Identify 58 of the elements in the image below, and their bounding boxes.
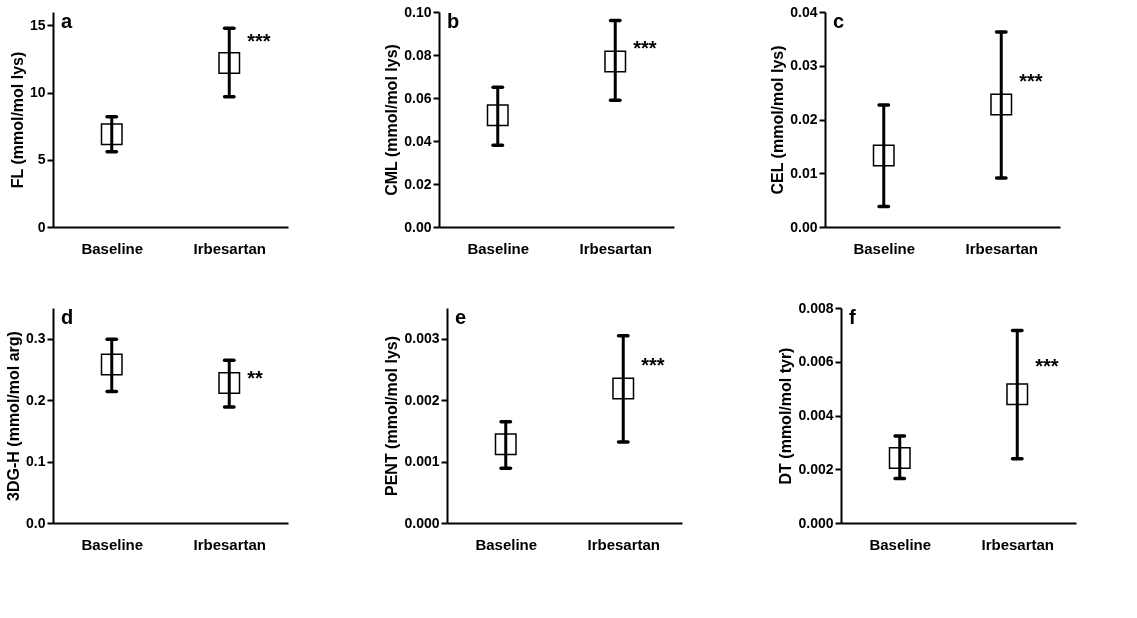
- y-axis-title: DT (mmol/mol tyr): [777, 347, 795, 485]
- chart-title: f: [849, 306, 856, 328]
- y-tick-label: 0.10: [404, 3, 432, 20]
- annotation: ***: [641, 354, 665, 377]
- x-tick-label: Baseline: [869, 535, 932, 553]
- y-tick-label: 0.002: [798, 460, 834, 477]
- y-tick-label: 0.02: [790, 111, 818, 127]
- y-tick-label: 10: [29, 84, 46, 101]
- y-axis-title: 3DG-H (mmol/mol arg): [5, 331, 23, 501]
- y-tick-label: 5: [37, 151, 46, 168]
- annotation: ***: [247, 29, 271, 52]
- y-tick-label: 0.004: [798, 407, 834, 423]
- chart-title: d: [61, 306, 74, 328]
- x-tick-label: Irbesartan: [193, 239, 267, 257]
- y-tick-label: 0.01: [790, 164, 818, 181]
- y-tick-label: 0.2: [26, 391, 46, 408]
- y-tick-label: 0.002: [404, 391, 440, 408]
- chart-title: c: [833, 10, 845, 32]
- annotation: ***: [633, 36, 657, 59]
- chart-title: e: [455, 306, 467, 328]
- y-axis-title: FL (mmol/mol lys): [8, 51, 26, 189]
- y-tick-label: 0.008: [798, 299, 834, 316]
- x-tick-label: Baseline: [467, 239, 530, 257]
- annotation: ***: [1035, 355, 1059, 378]
- chart-title: a: [61, 10, 73, 32]
- y-axis-title: CML (mmol/mol lys): [383, 44, 401, 196]
- y-tick-label: 0.00: [790, 218, 818, 235]
- y-axis-title: CEL (mmol/mol lys): [769, 45, 787, 195]
- y-tick-label: 0.04: [790, 3, 818, 20]
- y-tick-label: 0.006: [798, 353, 834, 370]
- annotation: ***: [1019, 69, 1043, 92]
- chart-title: b: [447, 10, 460, 32]
- y-tick-label: 0.000: [404, 514, 440, 531]
- y-tick-label: 0.003: [404, 330, 440, 347]
- y-tick-label: 0.001: [404, 453, 440, 470]
- y-tick-label: 0: [37, 218, 46, 235]
- x-tick-label: Irbesartan: [587, 535, 661, 553]
- y-tick-label: 15: [29, 16, 46, 33]
- y-tick-label: 0.1: [26, 453, 46, 470]
- y-tick-label: 0.0: [26, 514, 46, 531]
- y-tick-label: 0.08: [404, 46, 432, 63]
- y-tick-label: 0.04: [404, 132, 432, 149]
- x-tick-label: Irbesartan: [965, 239, 1039, 257]
- y-tick-label: 0.3: [26, 330, 46, 347]
- x-tick-label: Irbesartan: [193, 535, 267, 553]
- x-tick-label: Irbesartan: [981, 535, 1055, 553]
- y-tick-label: 0.06: [404, 89, 432, 106]
- y-axis-title: PENT (mmol/mol lys): [383, 335, 401, 497]
- x-tick-label: Baseline: [853, 239, 916, 257]
- x-tick-label: Baseline: [475, 535, 538, 553]
- y-tick-label: 0.000: [798, 514, 834, 531]
- x-tick-label: Baseline: [81, 239, 144, 257]
- x-tick-label: Irbesartan: [579, 239, 653, 257]
- x-tick-label: Baseline: [81, 535, 144, 553]
- y-tick-label: 0.02: [404, 175, 432, 192]
- annotation: **: [247, 366, 264, 389]
- y-tick-label: 0.03: [790, 57, 818, 74]
- y-tick-label: 0.00: [404, 218, 432, 235]
